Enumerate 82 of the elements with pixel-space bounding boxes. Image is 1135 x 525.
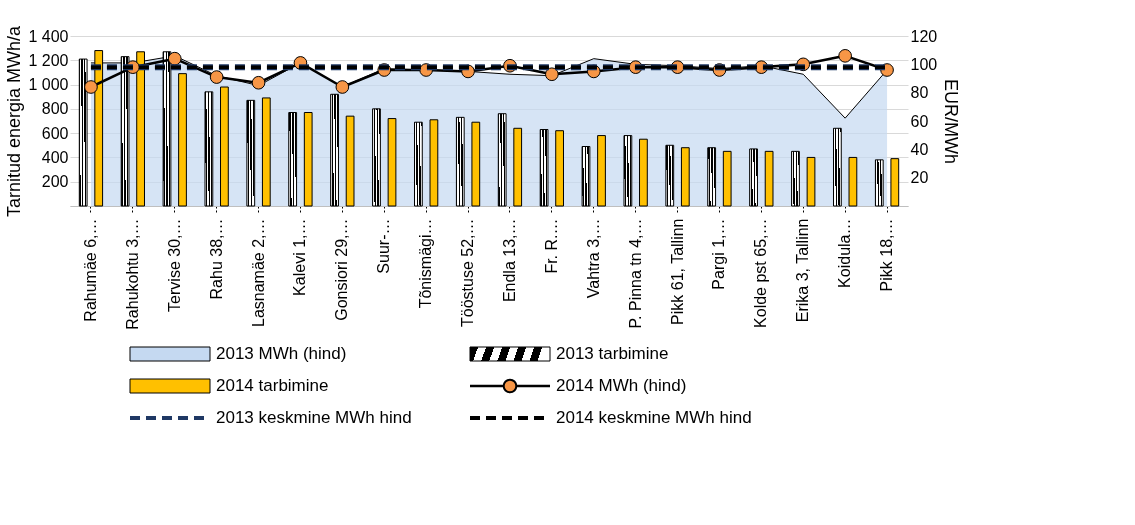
bar bbox=[707, 147, 717, 207]
legend-label: 2013 keskmine MWh hind bbox=[216, 408, 412, 427]
bar bbox=[246, 99, 256, 207]
point bbox=[335, 80, 350, 94]
legend-label: 2014 keskmine MWh hind bbox=[556, 408, 752, 427]
legend-label: 2013 tarbimine bbox=[556, 344, 669, 363]
bar bbox=[220, 86, 229, 207]
y2-tick-label: 40 bbox=[910, 140, 929, 158]
x-tick-label: Tõnismägi… bbox=[417, 218, 435, 309]
bar bbox=[555, 130, 564, 207]
x-tick-label: Koidula… bbox=[836, 218, 854, 288]
bar bbox=[387, 118, 397, 207]
bar bbox=[429, 119, 439, 207]
bar bbox=[874, 159, 884, 207]
bar bbox=[890, 158, 900, 207]
y-tick-label: 1 200 bbox=[28, 51, 69, 69]
point bbox=[838, 49, 852, 63]
legend-label: 2014 tarbimine bbox=[216, 376, 329, 395]
bar bbox=[623, 135, 633, 207]
point bbox=[167, 51, 182, 66]
bar bbox=[414, 121, 423, 207]
bar bbox=[791, 150, 800, 207]
bar bbox=[178, 73, 187, 207]
bar bbox=[261, 97, 271, 207]
bar bbox=[303, 112, 313, 207]
x-tick-label: Lasnamäe 2,… bbox=[249, 218, 267, 328]
bar bbox=[581, 146, 591, 207]
bar bbox=[597, 135, 606, 207]
bar bbox=[539, 129, 549, 207]
x-tick-label: Kolde pst 65,… bbox=[752, 218, 770, 328]
bar bbox=[639, 138, 648, 207]
x-tick-label: Endla 13,… bbox=[500, 218, 518, 303]
y2-tick-label: 120 bbox=[910, 27, 938, 45]
x-tick-label: Vahtra 3,… bbox=[584, 218, 602, 299]
x-tick-label: Rahumäe 6,… bbox=[81, 218, 99, 322]
x-tick-label: Gonsiori 29,… bbox=[333, 218, 351, 321]
x-tick-label: Pargi 1,… bbox=[710, 218, 728, 290]
legend-label: 2013 MWh (hind) bbox=[216, 344, 347, 363]
point bbox=[209, 70, 224, 84]
x-tick-label: Tervise 30,… bbox=[165, 218, 183, 312]
bar bbox=[288, 112, 298, 207]
bar bbox=[345, 115, 355, 207]
point bbox=[84, 80, 98, 94]
legend-label: 2014 MWh (hind) bbox=[556, 376, 687, 395]
y-tick-label: 1 400 bbox=[28, 27, 69, 45]
bar bbox=[471, 121, 481, 207]
bar bbox=[513, 127, 523, 207]
x-tick-label: Suur-… bbox=[375, 218, 393, 274]
x-tick-label: Erika 3, Tallinn bbox=[794, 218, 812, 323]
bar bbox=[455, 116, 465, 207]
y-tick-label: 400 bbox=[41, 148, 69, 166]
y-tick-label: 200 bbox=[41, 173, 69, 191]
y-tick-label: 1 000 bbox=[28, 76, 69, 94]
point bbox=[251, 75, 266, 90]
x-tick-label: P. Pinna tn 4,… bbox=[626, 218, 644, 329]
x-tick-label: Tööstuse 52,… bbox=[459, 218, 477, 327]
y2-tick-label: 100 bbox=[910, 55, 938, 73]
bar bbox=[497, 113, 507, 207]
point bbox=[545, 67, 559, 82]
bar bbox=[204, 91, 214, 207]
bar bbox=[806, 156, 816, 207]
x-tick-label: Rahu 38,… bbox=[207, 218, 225, 300]
y-axis-title: Tarnitud energia MWh/a bbox=[4, 24, 25, 218]
y2-tick-label: 80 bbox=[910, 84, 929, 102]
bar bbox=[722, 150, 732, 207]
y-tick-label: 800 bbox=[41, 100, 69, 118]
x-tick-label: Pikk 61, Tallinn bbox=[668, 218, 686, 325]
y2-tick-label: 60 bbox=[910, 112, 929, 130]
x-tick-label: Rahukohtu 3,… bbox=[123, 218, 141, 330]
bar bbox=[833, 127, 842, 207]
y2-tick-label: 20 bbox=[910, 169, 929, 187]
y2-axis-title: EUR/MWh bbox=[941, 79, 962, 164]
bar bbox=[749, 148, 758, 207]
x-tick-label: Kalevi 1,… bbox=[291, 218, 309, 296]
bar bbox=[848, 156, 858, 207]
bar bbox=[764, 150, 774, 207]
bar bbox=[680, 147, 690, 207]
x-tick-label: Pikk 18,… bbox=[878, 218, 896, 292]
y-tick-label: 600 bbox=[41, 124, 69, 142]
x-tick-label: Fr. R.… bbox=[542, 218, 560, 274]
bar bbox=[665, 144, 675, 207]
bar bbox=[372, 108, 381, 207]
